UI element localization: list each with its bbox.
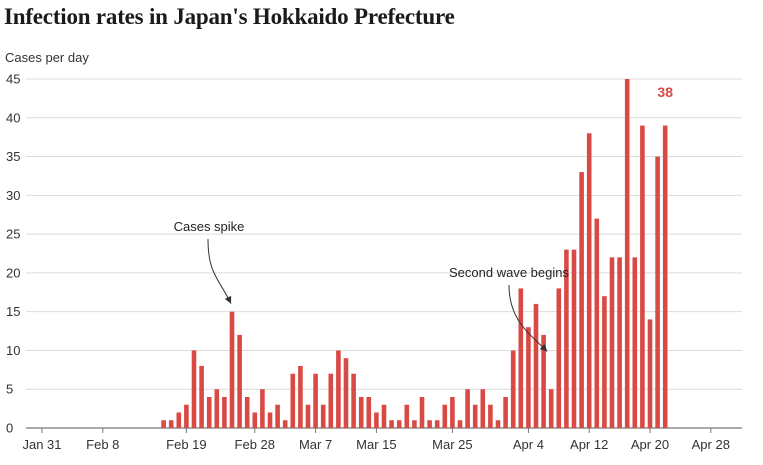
bar [624,79,630,428]
bar [541,334,546,428]
bar [214,389,220,428]
bar [533,303,539,428]
x-tick-label: Apr 4 [513,437,544,452]
annotation-arrow [207,238,232,304]
y-tick-label: 45 [6,72,20,87]
bar [434,420,440,428]
y-tick-label: 35 [6,149,20,164]
bar [351,373,356,428]
bar [647,319,653,428]
y-tick-label: 15 [6,304,20,319]
bar [176,412,182,428]
bar [282,420,288,428]
bar [389,420,394,428]
bar [548,389,554,428]
y-tick-label: 5 [6,382,13,397]
bar [609,257,615,428]
bar [199,365,204,428]
bar [206,396,212,428]
x-tick-label: Feb 19 [166,437,206,452]
bar [222,396,227,428]
bar [313,373,318,428]
bar [260,389,265,428]
bar [503,396,508,428]
bar [488,404,493,428]
y-axis-label: Cases per day [5,50,89,65]
bar [571,249,577,428]
bar [465,389,470,428]
y-tick-label: 20 [6,265,20,280]
annotation-second-wave: Second wave begins [449,265,569,280]
bar [237,334,242,428]
x-tick-label: Apr 12 [570,437,608,452]
bar [526,327,531,428]
x-tick-label: Mar 7 [299,437,332,452]
bar [366,396,372,428]
bar [381,404,387,428]
x-tick-label: Apr 28 [692,437,730,452]
x-tick-label: Feb 28 [235,437,275,452]
bar [579,172,584,428]
chart-title: Infection rates in Japan's Hokkaido Pref… [4,4,455,29]
bar [632,257,638,428]
bar [450,396,455,428]
bar [518,288,524,428]
bar [602,296,607,428]
annotation-arrow [508,284,548,352]
annotation-cases-spike: Cases spike [174,219,245,234]
bar [275,404,280,428]
bar [336,350,341,428]
bar [229,311,235,428]
bar [328,373,334,428]
y-tick-label: 30 [6,188,20,203]
bar [412,420,417,428]
bar [427,420,432,428]
bar [343,358,349,428]
bar [358,396,364,428]
bar [442,404,448,428]
bar [267,412,273,428]
bar [617,257,622,428]
bar [374,412,379,428]
x-tick-label: Mar 15 [356,437,396,452]
bar [191,350,197,428]
bar [184,404,189,428]
bar [556,288,562,428]
bar [594,218,600,428]
bar [320,404,326,428]
bar [662,125,668,429]
bar [457,420,463,428]
bar [495,420,501,428]
y-tick-label: 10 [6,343,20,358]
x-tick-label: Apr 20 [631,437,669,452]
bar [244,396,250,428]
bar [480,389,486,428]
bar [510,350,516,428]
bar [640,125,645,429]
bar [472,404,478,428]
bar [404,404,410,428]
y-tick-label: 40 [6,110,20,125]
y-tick-label: 0 [6,421,13,436]
x-tick-label: Jan 31 [22,437,61,452]
bar [419,396,425,428]
annotation-arrowhead [224,295,232,304]
bar [161,420,166,428]
y-tick-label: 25 [6,227,20,242]
bar [252,412,258,428]
bar [290,373,296,428]
x-tick-label: Mar 25 [432,437,472,452]
bar [305,404,311,428]
bar [564,249,569,428]
x-tick-label: Feb 8 [86,437,119,452]
last-value-label: 38 [657,84,673,100]
bar [298,365,303,428]
bar [396,420,402,428]
bar [168,420,174,428]
annotation-arrowhead [539,344,548,352]
bar [655,156,660,429]
bar [586,133,592,429]
